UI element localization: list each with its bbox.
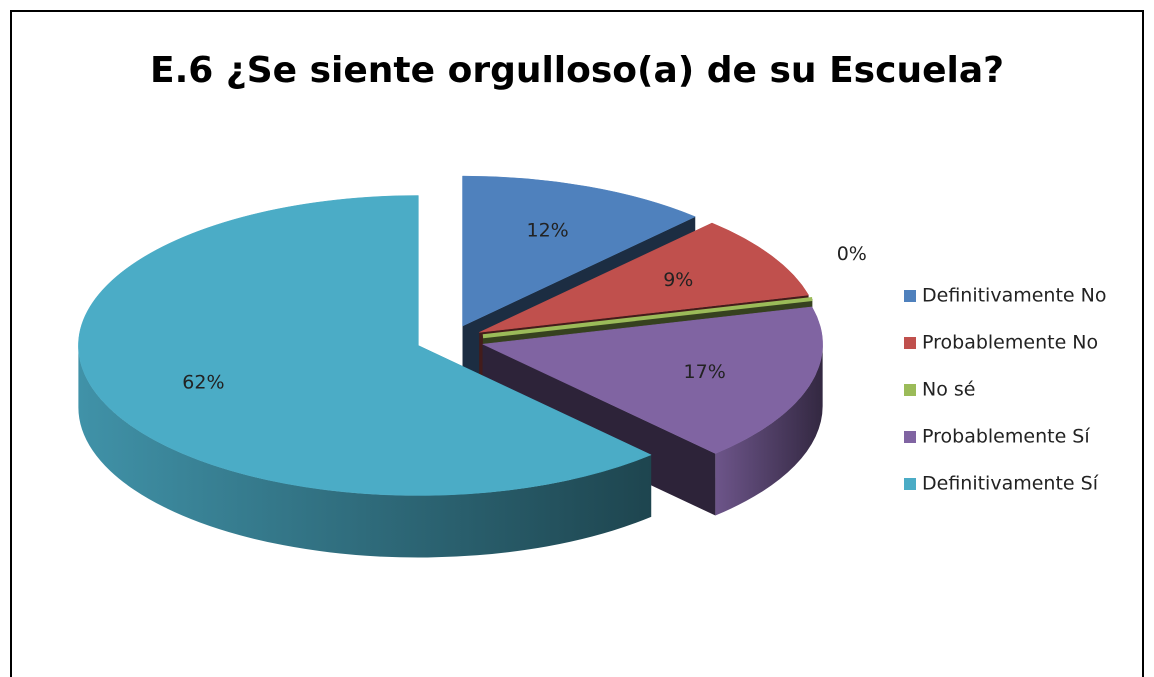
data-label: 17% bbox=[684, 361, 726, 383]
legend-swatch bbox=[904, 384, 916, 396]
legend: Definitivamente No Probablemente No No sé P… bbox=[904, 285, 1106, 495]
legend-swatch bbox=[904, 290, 916, 302]
chart-title: E.6 ¿Se siente orgulloso(a) de su Escuel… bbox=[150, 50, 1004, 91]
slice-side bbox=[482, 344, 716, 516]
legend-label: No sé bbox=[922, 379, 975, 401]
data-label: 62% bbox=[182, 372, 224, 394]
slice-edge bbox=[715, 344, 823, 516]
data-label: 9% bbox=[663, 269, 693, 291]
data-label: 0% bbox=[837, 243, 867, 265]
slice bbox=[78, 195, 652, 496]
legend-swatch bbox=[904, 337, 916, 349]
slice bbox=[479, 222, 809, 333]
legend-swatch bbox=[904, 431, 916, 443]
slice bbox=[462, 175, 696, 327]
data-labels: 12% 9% 0% 17% 62% bbox=[182, 220, 867, 394]
slice bbox=[481, 306, 823, 454]
pie-tops bbox=[78, 175, 823, 496]
slice-edge bbox=[78, 345, 652, 558]
legend-swatch bbox=[904, 478, 916, 490]
legend-label: Definitivamente No bbox=[922, 285, 1106, 307]
legend-label: Probablemente Sí bbox=[922, 426, 1090, 448]
slice bbox=[482, 296, 813, 339]
data-label: 12% bbox=[527, 220, 569, 242]
legend-label: Definitivamente Sí bbox=[922, 473, 1099, 495]
legend-label: Probablemente No bbox=[922, 332, 1098, 354]
